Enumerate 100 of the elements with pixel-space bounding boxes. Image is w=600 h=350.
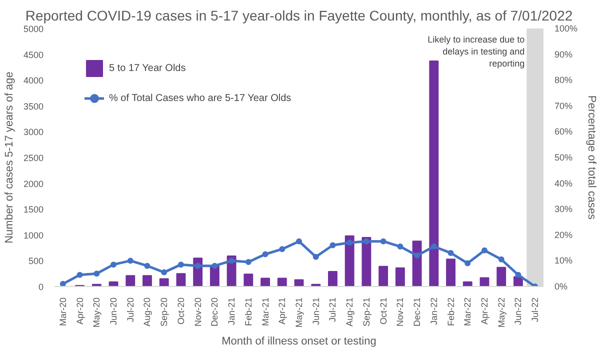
y-tick-label: 3000 [23,127,44,138]
y2-tick-label: 40% [554,178,573,188]
y2-tick-label: 80% [554,75,573,86]
y-tick-label: 1000 [23,230,44,240]
bar [126,275,136,286]
x-tick-label: Mar-20 [58,297,68,326]
point [498,256,504,262]
bar [395,267,405,286]
x-tick-label: Jun-22 [513,297,524,326]
bar [142,275,152,286]
y-tick-label: 0 [38,282,44,292]
legend-label: 5 to 17 Year Olds [109,62,187,74]
point [94,270,100,277]
x-tick-label: May-21 [294,297,304,328]
bar [496,266,506,286]
y-tick-label: 500 [28,256,44,266]
x-tick-label: May-20 [92,297,102,328]
y-tick-label: 5000 [23,24,44,34]
bar [446,258,456,286]
bar [480,277,490,286]
x-tick-label: Sep-21 [361,297,372,327]
x-tick-label: Nov-20 [192,297,203,327]
point [60,280,66,286]
y2-tick-label: 30% [554,204,573,214]
y-tick-label: 2000 [23,178,44,189]
point [448,250,454,256]
point [312,254,319,260]
x-tick-label: Apr-21 [277,298,288,325]
bar [244,274,254,286]
x-tick-label: Jan-21 [226,297,237,326]
x-tick-label: Jul-22 [530,297,540,322]
x-tick-label: Aug-21 [344,297,355,327]
bar [176,273,186,286]
bar [260,278,270,286]
x-tick-label: Feb-22 [446,297,456,326]
point [194,262,201,269]
point [144,262,150,269]
point [228,258,235,264]
x-tick-label: Nov-21 [395,297,406,327]
bar [328,271,338,286]
point [330,242,336,248]
point [178,262,184,268]
y2-axis-title: Percentage of total cases [586,95,598,220]
x-tick-label: Apr-20 [74,298,85,325]
x-tick-label: Dec-21 [412,297,422,327]
x-tick-label: Jul-21 [328,297,338,322]
bar [429,60,439,286]
y-tick-label: 4500 [23,50,44,60]
y-tick-label: 4000 [23,76,44,86]
x-tick-label: Apr-22 [479,298,490,325]
point [76,272,83,278]
x-tick-label: Jun-20 [108,297,119,326]
y-axis-title: Number of cases 5-17 years of age [3,72,16,244]
y2-tick-label: 50% [554,152,573,162]
point [212,262,218,269]
x-tick-label: Oct-20 [176,297,186,325]
bar [159,278,169,286]
point [363,238,370,244]
point [464,260,471,266]
x-tick-label: Mar-22 [462,297,473,326]
y2-tick-label: 100% [554,24,578,34]
legend-label: % of Total Cases who are 5-17 Year Olds [109,92,292,104]
y2-tick-label: 10% [554,256,573,266]
x-tick-label: Feb-21 [243,297,254,326]
bar [344,235,354,286]
point [127,258,134,264]
x-tick-label: Jun-21 [310,297,321,326]
point [279,246,286,252]
chart-title: Reported COVID-19 cases in 5-17 year-olds in Fayette County, monthly, as of 7/01/2022 [25,8,573,24]
point [380,238,386,244]
y2-tick-label: 70% [554,100,573,111]
y-tick-label: 1500 [23,204,44,215]
y2-tick-label: 60% [554,126,573,137]
x-tick-label: Dec-20 [210,297,220,327]
bar [412,240,422,286]
point [161,269,168,276]
bar [378,266,388,286]
x-tick-label: Sep-20 [159,297,170,327]
point [430,244,437,250]
point [515,272,522,278]
point [262,251,268,258]
point [397,244,404,250]
x-tick-label: Jan-22 [428,297,439,326]
x-tick-label: Mar-21 [260,297,270,326]
y2-tick-label: 0% [554,282,568,292]
x-tick-label: May-22 [496,297,506,328]
x-tick-label: Aug-20 [142,297,152,327]
point [110,262,117,268]
y2-tick-label: 90% [554,49,573,60]
y-tick-label: 3500 [23,101,44,112]
bar [277,278,287,286]
x-tick-label: Oct-21 [378,297,388,325]
point [245,258,252,265]
point [414,252,420,259]
bar [362,236,372,286]
y-tick-label: 2500 [23,153,44,163]
x-axis-title: Month of illness onset or testing [222,336,376,348]
point [296,238,302,244]
y2-tick-label: 20% [554,230,573,240]
point [346,240,353,246]
